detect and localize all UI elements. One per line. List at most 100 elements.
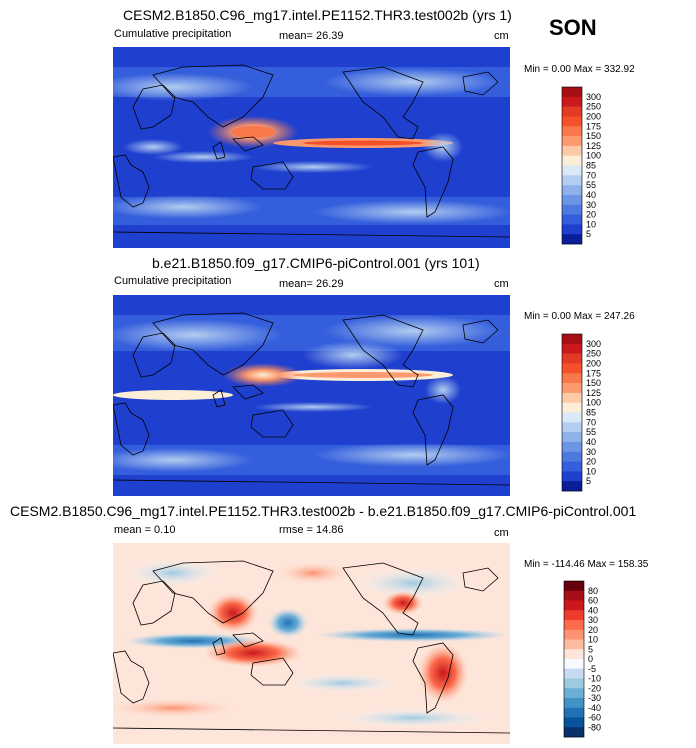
colorbar-tick-label: -80 xyxy=(588,722,601,732)
panel2-left-label: Cumulative precipitation xyxy=(114,275,232,287)
panel1-units: cm xyxy=(494,30,509,42)
colorbar-tick-label: 80 xyxy=(588,586,598,596)
colorbar-swatch xyxy=(562,87,582,98)
colorbar-swatch xyxy=(562,145,582,156)
panel2-title: b.e21.B1850.f09_g17.CMIP6-piControl.001 … xyxy=(152,255,480,271)
colorbar-tick-label: -30 xyxy=(588,693,601,703)
colorbar-tick-label: 200 xyxy=(586,358,601,368)
colorbar-swatch xyxy=(564,727,584,738)
colorbar-tick-label: 100 xyxy=(586,151,601,161)
colorbar-tick-label: 175 xyxy=(586,368,601,378)
colorbar-swatch xyxy=(562,343,582,354)
panel2-map xyxy=(113,295,510,496)
panel1-mean: mean= 26.39 xyxy=(279,30,344,42)
colorbar-frame xyxy=(563,580,585,738)
colorbar-swatch xyxy=(564,639,584,650)
colorbar-tick-label: 5 xyxy=(586,229,591,239)
colorbar-swatch xyxy=(564,629,584,640)
colorbar-tick-label: -40 xyxy=(588,703,601,713)
colorbar-swatch xyxy=(562,353,582,364)
panel1-title: CESM2.B1850.C96_mg17.intel.PE1152.THR3.t… xyxy=(123,7,512,23)
colorbar-swatch xyxy=(564,600,584,611)
colorbar-swatch xyxy=(562,392,582,403)
panel1-map xyxy=(113,47,510,248)
colorbar-swatch xyxy=(562,155,582,166)
colorbar-swatch xyxy=(562,383,582,394)
colorbar-tick-label: 40 xyxy=(586,190,596,200)
colorbar-tick-label: 175 xyxy=(586,121,601,131)
colorbar-tick-label: 5 xyxy=(588,644,593,654)
colorbar-tick-label: 5 xyxy=(586,476,591,486)
panel1-left-label: Cumulative precipitation xyxy=(114,28,232,40)
colorbar-tick-label: 150 xyxy=(586,378,601,388)
colorbar-tick-label: 40 xyxy=(586,437,596,447)
colorbar-swatch xyxy=(562,373,582,384)
colorbar-swatch xyxy=(562,175,582,186)
colorbar-swatch xyxy=(562,432,582,443)
season-label: SON xyxy=(549,15,597,40)
colorbar-tick-label: 125 xyxy=(586,141,601,151)
panel3-mean: mean = 0.10 xyxy=(114,524,176,536)
colorbar-swatch xyxy=(562,116,582,127)
colorbar-tick-label: 30 xyxy=(586,447,596,457)
colorbar-frame xyxy=(561,333,583,492)
colorbar-swatch xyxy=(564,668,584,679)
colorbar-tick-label: 55 xyxy=(586,427,596,437)
colorbar-swatch xyxy=(562,234,582,245)
colorbar-swatch xyxy=(562,165,582,176)
colorbar-swatch xyxy=(564,688,584,699)
colorbar-tick-label: 30 xyxy=(588,615,598,625)
colorbar-tick-label: 10 xyxy=(586,219,596,229)
colorbar-swatch xyxy=(564,590,584,601)
colorbar-swatch xyxy=(564,581,584,592)
colorbar-swatch xyxy=(562,412,582,423)
colorbar-swatch xyxy=(562,334,582,345)
panel3-units: cm xyxy=(494,527,509,539)
colorbar-swatch xyxy=(562,441,582,453)
colorbar-swatch xyxy=(562,194,582,206)
panel2-minmax: Min = 0.00 Max = 247.26 xyxy=(524,311,635,322)
colorbar-tick-label: 10 xyxy=(588,635,598,645)
colorbar-tick-label: 30 xyxy=(586,200,596,210)
colorbar-tick-label: -20 xyxy=(588,683,601,693)
colorbar-tick-label: 0 xyxy=(588,654,593,664)
colorbar-swatch xyxy=(562,481,582,492)
colorbar-tick-label: 60 xyxy=(588,596,598,606)
colorbar-swatch xyxy=(562,422,582,433)
colorbar-tick-label: 70 xyxy=(586,417,596,427)
colorbar-swatch xyxy=(562,106,582,117)
colorbar-tick-label: -10 xyxy=(588,674,601,684)
colorbar-tick-label: 250 xyxy=(586,349,601,359)
colorbar-tick-label: 10 xyxy=(586,466,596,476)
colorbar-swatch xyxy=(562,185,582,196)
colorbar-tick-label: 125 xyxy=(586,388,601,398)
colorbar-tick-label: 85 xyxy=(586,408,596,418)
colorbar-swatch xyxy=(562,451,582,462)
colorbar-tick-label: -60 xyxy=(588,713,601,723)
colorbar-tick-label: 300 xyxy=(586,92,601,102)
panel3-map xyxy=(113,543,510,744)
colorbar-swatch xyxy=(562,461,582,472)
colorbar-tick-label: 20 xyxy=(586,210,596,220)
colorbar-swatch xyxy=(562,471,582,482)
panel1-minmax: Min = 0.00 Max = 332.92 xyxy=(524,64,635,75)
panel3-minmax: Min = -114.46 Max = 158.35 xyxy=(524,559,649,570)
colorbar-swatch xyxy=(564,698,584,709)
colorbar-swatch xyxy=(562,126,582,137)
colorbar-tick-label: 200 xyxy=(586,111,601,121)
colorbar-tick-label: 85 xyxy=(586,161,596,171)
colorbar-swatch xyxy=(564,659,584,670)
colorbar-tick-label: -5 xyxy=(588,664,596,674)
colorbar-tick-label: 20 xyxy=(586,457,596,467)
colorbar-swatch xyxy=(562,402,582,413)
colorbar-swatch xyxy=(562,224,582,235)
colorbar-swatch xyxy=(562,363,582,374)
panel2-mean: mean= 26.29 xyxy=(279,278,344,290)
colorbar-swatch xyxy=(564,610,584,621)
colorbar-frame xyxy=(561,86,583,245)
colorbar-tick-label: 40 xyxy=(588,605,598,615)
colorbar-swatch xyxy=(562,136,582,147)
